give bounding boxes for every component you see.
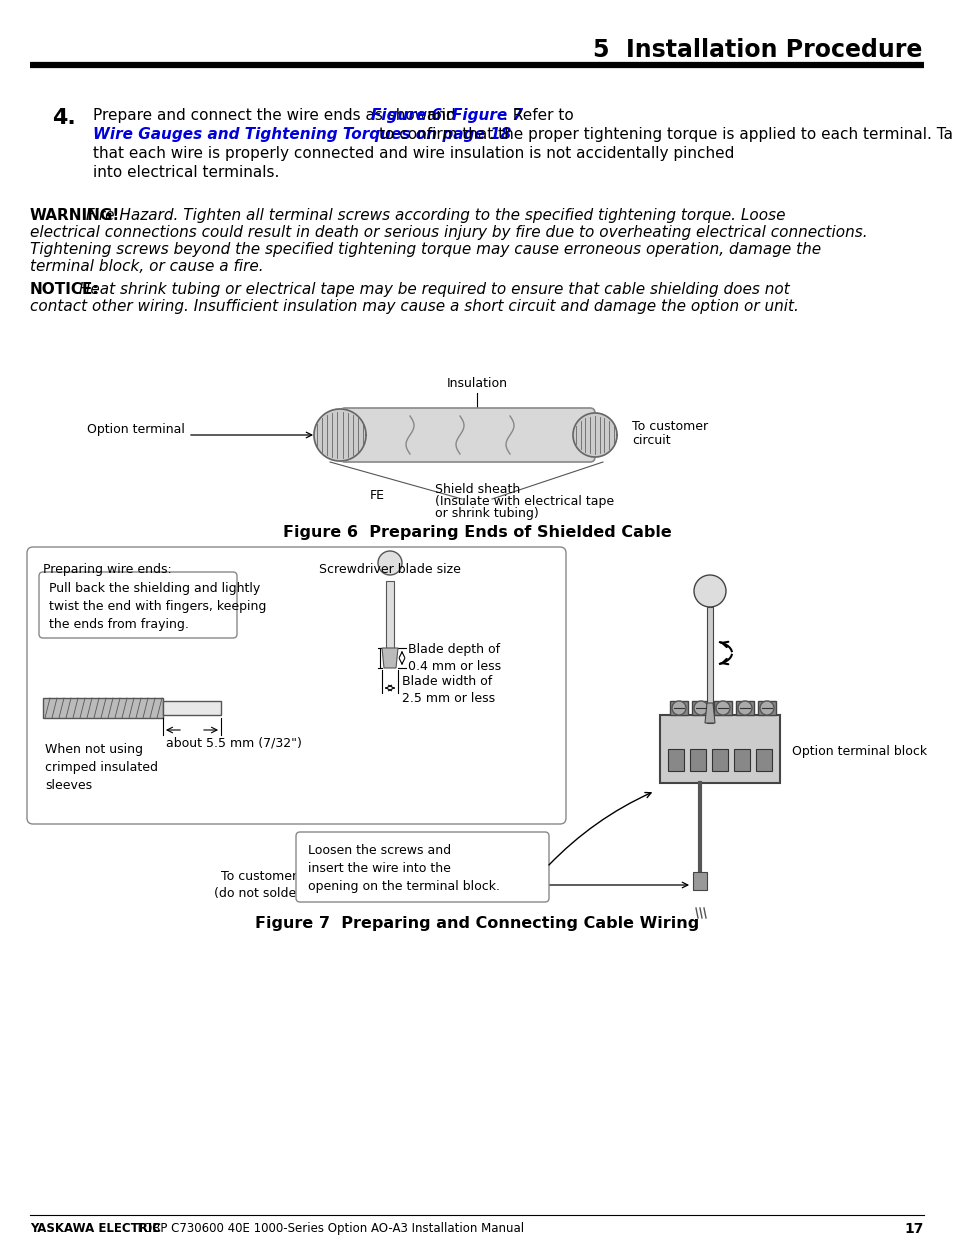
Text: into electrical terminals.: into electrical terminals. <box>92 165 279 180</box>
Bar <box>689 749 705 771</box>
Bar <box>755 749 771 771</box>
Text: Pull back the shielding and lightly
twist the end with fingers, keeping
the ends: Pull back the shielding and lightly twis… <box>49 582 266 631</box>
FancyBboxPatch shape <box>39 572 236 639</box>
Text: When not using
crimped insulated
sleeves: When not using crimped insulated sleeves <box>45 743 158 792</box>
Text: electrical connections could result in death or serious injury by fire due to ov: electrical connections could result in d… <box>30 224 866 241</box>
Circle shape <box>738 701 751 715</box>
Text: FE: FE <box>370 489 385 502</box>
Text: Insulation: Insulation <box>446 377 507 391</box>
Circle shape <box>377 551 401 575</box>
Text: Blade width of
2.5 mm or less: Blade width of 2.5 mm or less <box>401 675 495 706</box>
Text: contact other wiring. Insufficient insulation may cause a short circuit and dama: contact other wiring. Insufficient insul… <box>30 299 798 314</box>
Bar <box>692 872 706 890</box>
Bar <box>711 749 727 771</box>
Bar <box>733 749 749 771</box>
Text: and: and <box>421 108 460 123</box>
Text: WARNING!: WARNING! <box>30 208 120 223</box>
Bar <box>735 701 753 715</box>
Polygon shape <box>704 703 714 723</box>
Circle shape <box>693 701 707 715</box>
Bar <box>713 701 731 715</box>
Text: 4.: 4. <box>52 108 75 128</box>
Polygon shape <box>573 413 617 458</box>
Text: 17: 17 <box>903 1221 923 1236</box>
Text: YASKAWA ELECTRIC: YASKAWA ELECTRIC <box>30 1221 161 1235</box>
Text: Loosen the screws and
insert the wire into the
opening on the terminal block.: Loosen the screws and insert the wire in… <box>308 844 499 893</box>
Polygon shape <box>314 409 366 461</box>
Text: to confirm that the proper tightening torque is applied to each terminal. Take p: to confirm that the proper tightening to… <box>378 126 953 143</box>
Text: Figure 6: Figure 6 <box>371 108 442 123</box>
Text: Preparing wire ends:: Preparing wire ends: <box>43 563 172 577</box>
Bar <box>758 701 775 715</box>
Text: Figure 6  Preparing Ends of Shielded Cable: Figure 6 Preparing Ends of Shielded Cabl… <box>282 525 671 539</box>
Bar <box>43 698 163 718</box>
Text: NOTICE:: NOTICE: <box>30 281 99 298</box>
Text: Wire Gauges and Tightening Torques on page 18: Wire Gauges and Tightening Torques on pa… <box>92 126 511 143</box>
Text: Option terminal block: Option terminal block <box>791 745 926 759</box>
Bar <box>659 715 780 782</box>
Bar <box>669 701 687 715</box>
FancyBboxPatch shape <box>27 547 565 825</box>
Circle shape <box>693 575 725 608</box>
Text: Tightening screws beyond the specified tightening torque may cause erroneous ope: Tightening screws beyond the specified t… <box>30 242 821 257</box>
Text: To customer: To customer <box>631 420 707 434</box>
FancyBboxPatch shape <box>339 408 595 463</box>
Text: Figure 7  Preparing and Connecting Cable Wiring: Figure 7 Preparing and Connecting Cable … <box>254 916 699 931</box>
Text: To customer circuit
(do not solder ends): To customer circuit (do not solder ends) <box>213 870 339 900</box>
Text: 5  Installation Procedure: 5 Installation Procedure <box>592 38 921 62</box>
Text: Option terminal: Option terminal <box>87 424 185 436</box>
FancyBboxPatch shape <box>295 832 548 901</box>
Text: Shield sheath: Shield sheath <box>435 484 519 496</box>
Bar <box>706 608 712 723</box>
Text: Heat shrink tubing or electrical tape may be required to ensure that cable shiel: Heat shrink tubing or electrical tape ma… <box>74 281 789 298</box>
Text: Prepare and connect the wire ends as shown in: Prepare and connect the wire ends as sho… <box>92 108 460 123</box>
Text: about 5.5 mm (7/32"): about 5.5 mm (7/32") <box>166 737 301 750</box>
Polygon shape <box>381 649 397 668</box>
Text: TOBP C730600 40E 1000-Series Option AO-A3 Installation Manual: TOBP C730600 40E 1000-Series Option AO-A… <box>132 1221 524 1235</box>
Text: Screwdriver blade size: Screwdriver blade size <box>318 563 460 577</box>
Bar <box>163 701 221 715</box>
Bar <box>386 582 394 649</box>
Text: Fire Hazard. Tighten all terminal screws according to the specified tightening t: Fire Hazard. Tighten all terminal screws… <box>81 208 784 223</box>
Circle shape <box>760 701 773 715</box>
Text: or shrink tubing): or shrink tubing) <box>435 507 538 520</box>
Text: that each wire is properly connected and wire insulation is not accidentally pin: that each wire is properly connected and… <box>92 146 734 161</box>
Text: terminal block, or cause a fire.: terminal block, or cause a fire. <box>30 259 263 274</box>
Text: Blade depth of
0.4 mm or less: Blade depth of 0.4 mm or less <box>408 644 500 673</box>
Bar <box>691 701 709 715</box>
Text: Figure 7: Figure 7 <box>452 108 523 123</box>
Text: . Refer to: . Refer to <box>502 108 574 123</box>
Text: (Insulate with electrical tape: (Insulate with electrical tape <box>435 495 614 508</box>
Circle shape <box>716 701 729 715</box>
Circle shape <box>671 701 685 715</box>
Bar <box>667 749 683 771</box>
Text: circuit: circuit <box>631 434 670 448</box>
